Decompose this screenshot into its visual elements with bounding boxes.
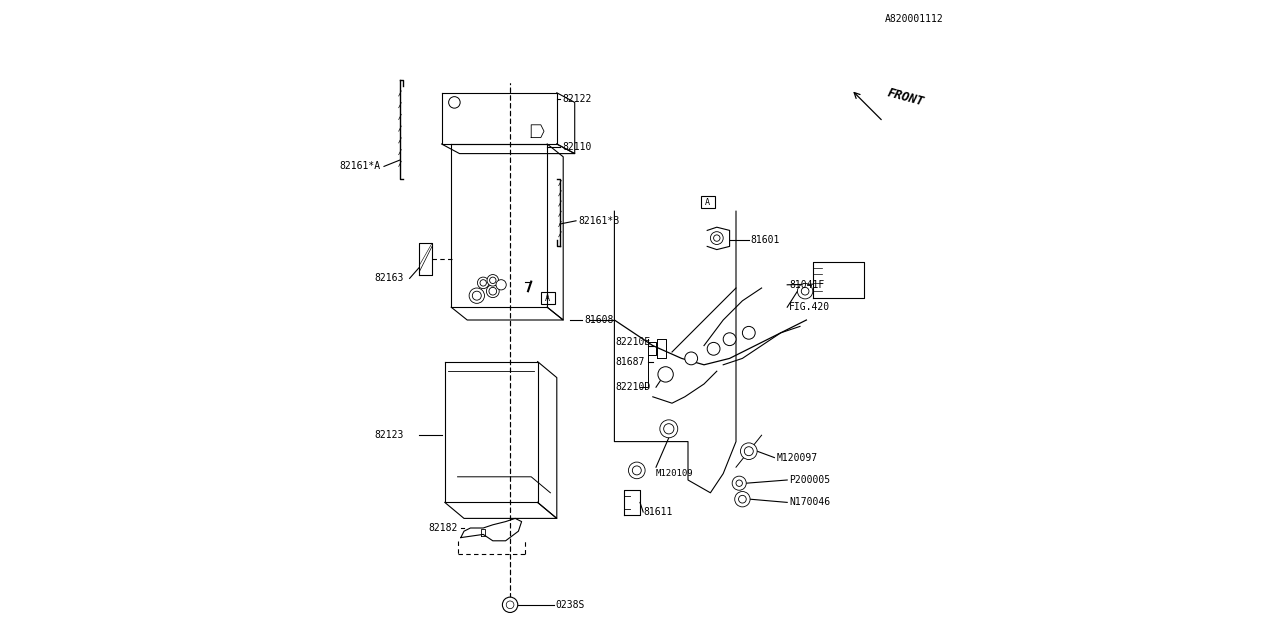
Text: A820001112: A820001112 [886,14,945,24]
Text: 82161*A: 82161*A [339,161,380,172]
Text: 81687: 81687 [616,356,645,367]
Text: 82110: 82110 [562,142,591,152]
Circle shape [685,352,698,365]
Circle shape [723,333,736,346]
Text: 82182: 82182 [429,523,458,533]
Circle shape [486,275,499,286]
Circle shape [449,97,461,108]
Circle shape [497,280,507,290]
Circle shape [708,342,719,355]
Circle shape [735,492,750,507]
Circle shape [507,601,513,609]
Circle shape [660,420,678,438]
Circle shape [710,232,723,244]
Circle shape [628,462,645,479]
Text: 82123: 82123 [374,430,403,440]
Text: 82210D: 82210D [616,382,652,392]
Circle shape [714,235,719,241]
Text: 81611: 81611 [644,507,672,517]
Circle shape [663,424,675,434]
Circle shape [745,447,753,456]
Circle shape [489,287,497,295]
FancyBboxPatch shape [701,196,714,208]
Circle shape [739,495,746,503]
Circle shape [658,367,673,382]
FancyBboxPatch shape [540,292,556,304]
Text: M120097: M120097 [776,452,818,463]
Circle shape [732,476,746,490]
Text: FRONT: FRONT [886,86,925,109]
Circle shape [742,326,755,339]
Circle shape [472,291,481,300]
Text: A: A [545,294,550,303]
Text: 82210E: 82210E [616,337,652,348]
Text: 82163: 82163 [374,273,403,284]
Circle shape [740,443,758,460]
Circle shape [797,284,813,299]
Text: M120109: M120109 [657,469,694,478]
Text: 82122: 82122 [562,94,591,104]
Text: FIG.420: FIG.420 [788,302,831,312]
Text: N170046: N170046 [788,497,831,508]
Text: 0238S: 0238S [556,600,585,610]
Circle shape [502,597,517,612]
Circle shape [490,277,497,284]
Circle shape [801,287,809,295]
Text: 81601: 81601 [750,235,780,245]
Circle shape [477,277,489,289]
Text: P200005: P200005 [788,475,831,485]
Circle shape [486,285,499,298]
Text: 82161*B: 82161*B [579,216,620,226]
Text: 81608: 81608 [584,315,613,325]
Text: A: A [705,198,710,207]
Circle shape [480,280,486,286]
Circle shape [632,466,641,475]
Circle shape [736,480,742,486]
Text: 81041F: 81041F [788,280,824,290]
Circle shape [470,288,485,303]
